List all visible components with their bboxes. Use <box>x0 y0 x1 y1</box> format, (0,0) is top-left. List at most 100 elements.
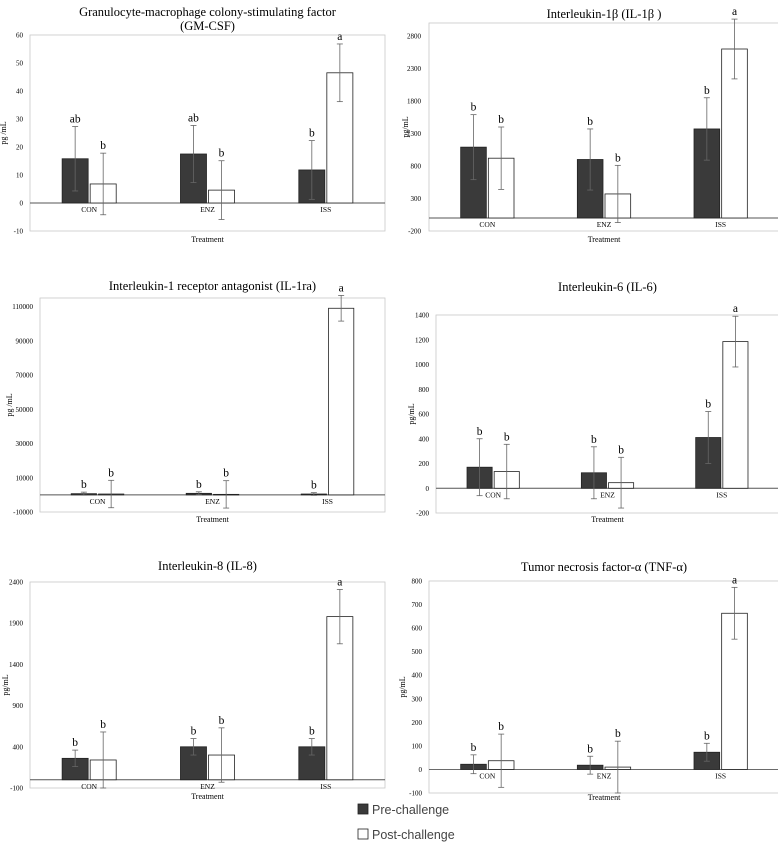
y-tick-label: 70000 <box>16 372 34 380</box>
y-tick-label: 110000 <box>12 303 33 311</box>
y-tick-label: -200 <box>408 228 421 236</box>
y-tick-label: 100 <box>412 742 423 750</box>
y-tick-label: 2300 <box>407 65 422 73</box>
significance-letter: b <box>471 102 477 114</box>
y-tick-label: 1900 <box>9 620 24 628</box>
y-tick-label: 800 <box>412 578 423 586</box>
y-tick-label: 40 <box>16 88 24 96</box>
significance-letter: b <box>615 152 621 164</box>
y-tick-label: 400 <box>13 743 24 751</box>
significance-letter: a <box>732 6 737 18</box>
significance-letter: b <box>309 128 315 140</box>
category-label: ENZ <box>600 490 615 499</box>
x-axis-label: Treatment <box>191 792 224 801</box>
legend: Pre-challenge Post-challenge <box>357 803 455 842</box>
y-tick-label: 1300 <box>407 130 422 138</box>
y-axis-label: pg/mL <box>401 116 410 137</box>
y-tick-label: -10000 <box>13 509 33 517</box>
y-tick-label: 700 <box>412 601 423 609</box>
category-label: CON <box>81 782 97 791</box>
significance-letter: b <box>704 85 710 97</box>
category-label: CON <box>479 220 495 229</box>
category-label: ISS <box>322 497 333 506</box>
chart-title: Interleukin-1 receptor antagonist (IL-1r… <box>109 279 316 293</box>
significance-letter: b <box>498 721 504 733</box>
y-tick-label: 50 <box>16 60 24 68</box>
x-axis-label: Treatment <box>588 793 621 802</box>
chart-panel-3: Interleukin-1 receptor antagonist (IL-1r… <box>5 279 386 524</box>
y-axis-label: pg/mL <box>398 676 407 697</box>
significance-letter: b <box>219 715 225 727</box>
bar-post-challenge <box>328 307 355 496</box>
significance-letter: b <box>587 116 593 128</box>
y-tick-label: 50000 <box>16 406 34 414</box>
chart-panel-2: Interleukin-1β (IL-1β ) -200 300 800 1300 180… <box>401 6 778 244</box>
significance-letter: b <box>615 728 621 740</box>
y-tick-label: 0 <box>426 485 430 493</box>
significance-letter: a <box>339 282 344 294</box>
significance-letter: ab <box>70 114 81 126</box>
category-label: ENZ <box>597 220 612 229</box>
significance-letter: b <box>219 148 225 160</box>
significance-letter: b <box>81 479 87 491</box>
y-tick-label: 10000 <box>16 474 34 482</box>
significance-letter: a <box>733 303 738 315</box>
significance-letter: a <box>337 576 342 588</box>
y-tick-label: 1400 <box>415 312 430 320</box>
significance-letter: b <box>100 719 106 731</box>
y-tick-label: 300 <box>411 195 422 203</box>
significance-letter: a <box>337 31 342 43</box>
y-tick-label: 800 <box>419 386 430 394</box>
plot-frame <box>29 34 386 232</box>
chart-title: Interleukin-8 (IL-8) <box>158 559 257 573</box>
significance-letter: b <box>108 467 114 479</box>
legend-swatch-post <box>357 828 369 840</box>
category-label: ENZ <box>205 497 220 506</box>
y-tick-label: 800 <box>411 163 422 171</box>
x-axis-label: Treatment <box>591 515 624 524</box>
chart-title: Interleukin-1β (IL-1β ) <box>547 7 662 21</box>
category-label: CON <box>479 771 495 780</box>
category-label: CON <box>90 497 106 506</box>
category-label: CON <box>81 205 97 214</box>
chart-title: Interleukin-6 (IL-6) <box>558 280 657 294</box>
category-label: ISS <box>320 782 331 791</box>
y-tick-label: -200 <box>416 510 429 518</box>
y-axis-label: pg/mL <box>407 403 416 424</box>
category-label: ISS <box>715 771 726 780</box>
plot-frame <box>428 22 778 232</box>
significance-letter: b <box>591 434 597 446</box>
category-label: ISS <box>320 205 331 214</box>
significance-letter: b <box>223 468 229 480</box>
chart-panel-6: Tumor necrosis factor-α (TNF-α) -100 0 100 2… <box>398 560 778 802</box>
significance-letter: b <box>587 743 593 755</box>
y-tick-label: 200 <box>419 460 430 468</box>
significance-letter: b <box>498 114 504 126</box>
plot-frame <box>428 580 778 794</box>
legend-label: Post-challenge <box>372 828 455 842</box>
chart-title: (GM-CSF) <box>180 19 235 33</box>
y-tick-label: 200 <box>412 719 423 727</box>
y-tick-label: 30 <box>16 116 24 124</box>
y-tick-label: 500 <box>412 648 423 656</box>
significance-letter: b <box>100 140 106 152</box>
y-tick-label: 0 <box>419 766 423 774</box>
significance-letter: b <box>196 479 202 491</box>
y-tick-label: 600 <box>419 411 430 419</box>
significance-letter: b <box>705 399 711 411</box>
x-axis-label: Treatment <box>191 235 224 244</box>
y-tick-label: 30000 <box>16 440 34 448</box>
chart-panel-1: Granulocyte-macrophage colony-stimulatin… <box>0 5 386 244</box>
plot-frame <box>435 314 778 514</box>
y-tick-label: -100 <box>409 790 422 798</box>
category-label: ENZ <box>200 205 215 214</box>
y-tick-label: 90000 <box>16 337 34 345</box>
chart-panel-4: Interleukin-6 (IL-6) -200 0 200 400 600 800 100… <box>407 280 778 524</box>
y-tick-label: 0 <box>20 200 24 208</box>
y-tick-label: 1400 <box>9 661 24 669</box>
category-label: CON <box>485 490 501 499</box>
significance-letter: ab <box>188 112 199 124</box>
category-label: ENZ <box>597 771 612 780</box>
significance-letter: b <box>191 726 197 738</box>
